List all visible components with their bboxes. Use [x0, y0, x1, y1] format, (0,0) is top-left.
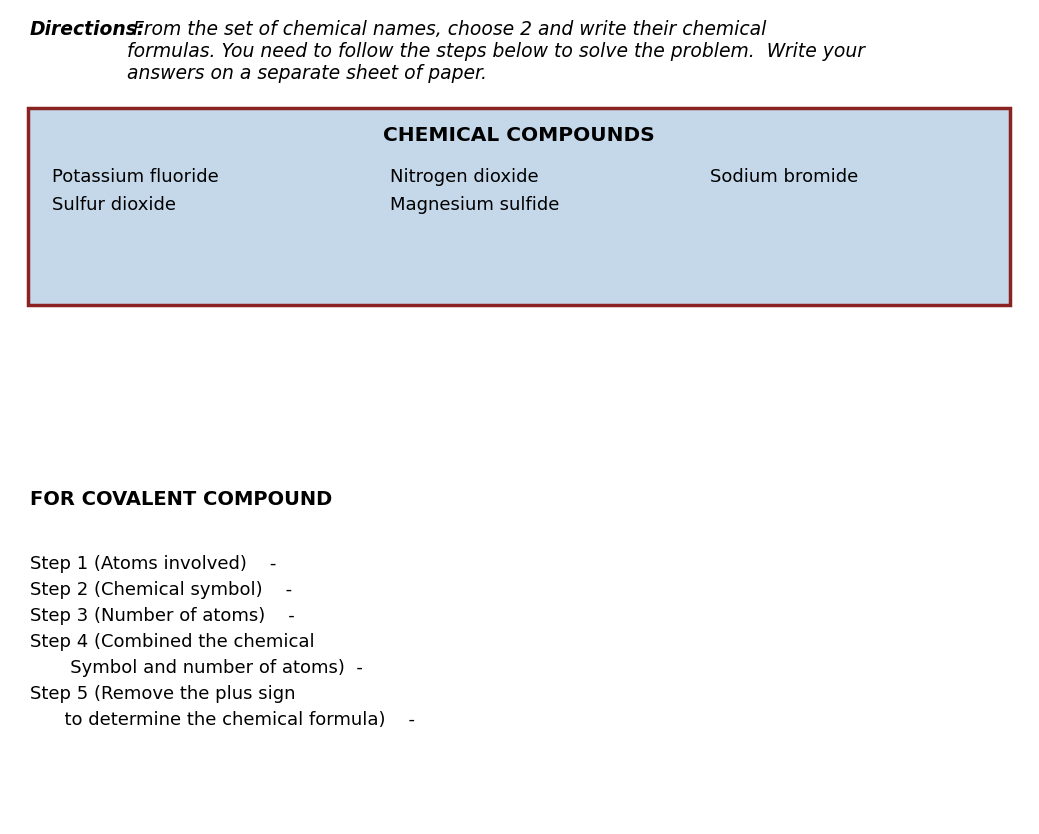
Text: Magnesium sulfide: Magnesium sulfide: [390, 196, 559, 214]
Text: Sulfur dioxide: Sulfur dioxide: [52, 196, 176, 214]
Text: Nitrogen dioxide: Nitrogen dioxide: [390, 168, 538, 186]
Text: From the set of chemical names, choose 2 and write their chemical
formulas. You : From the set of chemical names, choose 2…: [127, 20, 865, 83]
Text: CHEMICAL COMPOUNDS: CHEMICAL COMPOUNDS: [383, 126, 655, 145]
Text: Step 4 (Combined the chemical: Step 4 (Combined the chemical: [30, 633, 315, 651]
Text: Step 1 (Atoms involved)    -: Step 1 (Atoms involved) -: [30, 555, 276, 573]
Text: Step 5 (Remove the plus sign: Step 5 (Remove the plus sign: [30, 685, 295, 703]
Text: Symbol and number of atoms)  -: Symbol and number of atoms) -: [30, 659, 363, 677]
FancyBboxPatch shape: [28, 108, 1010, 305]
Text: Sodium bromide: Sodium bromide: [710, 168, 858, 186]
Text: Potassium fluoride: Potassium fluoride: [52, 168, 219, 186]
Text: FOR COVALENT COMPOUND: FOR COVALENT COMPOUND: [30, 490, 332, 509]
Text: Step 2 (Chemical symbol)    -: Step 2 (Chemical symbol) -: [30, 581, 292, 599]
Text: Step 3 (Number of atoms)    -: Step 3 (Number of atoms) -: [30, 607, 295, 625]
Text: to determine the chemical formula)    -: to determine the chemical formula) -: [30, 711, 415, 729]
Text: Directions:: Directions:: [30, 20, 145, 39]
